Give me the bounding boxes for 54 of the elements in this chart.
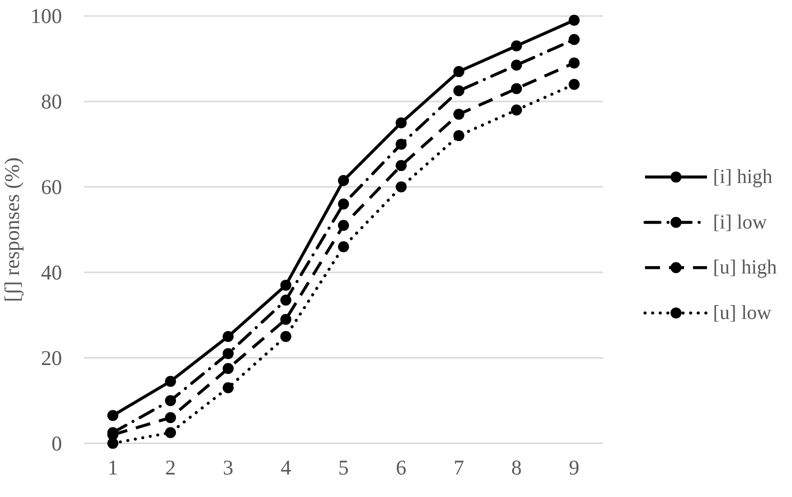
point: [222, 382, 234, 394]
point: [165, 376, 176, 387]
legend-label: [i] low: [713, 211, 768, 234]
point: [107, 410, 118, 422]
point: [453, 108, 464, 120]
x-tick-label: 9: [568, 455, 580, 480]
point: [453, 130, 464, 142]
point: [568, 58, 580, 69]
y-tick-label: 60: [41, 174, 62, 199]
x-tick-label: 7: [454, 455, 464, 480]
x-tick-label: 8: [511, 455, 522, 480]
point: [338, 220, 349, 231]
y-tick-label: 80: [41, 89, 62, 114]
legend-label: [u] low: [713, 302, 772, 324]
point: [568, 78, 580, 90]
point: [280, 280, 292, 291]
point: [511, 60, 522, 71]
x-tick-label: 1: [108, 455, 118, 480]
x-tick-label: 2: [165, 455, 176, 480]
legend-label: [u] high: [713, 256, 777, 279]
point: [222, 348, 234, 360]
point: [511, 40, 522, 52]
point: [165, 395, 176, 406]
y-tick-label: 20: [41, 346, 62, 370]
point: [165, 412, 176, 424]
point: [511, 104, 522, 116]
y-tick-label: 100: [30, 4, 62, 28]
x-tick-label: 4: [280, 455, 292, 480]
point: [280, 294, 292, 306]
point: [107, 438, 118, 449]
point: [338, 241, 349, 252]
point: [222, 330, 234, 342]
point: [338, 198, 349, 210]
x-tick-label: 6: [396, 455, 406, 480]
point: [280, 330, 292, 342]
point: [453, 85, 464, 96]
point: [453, 66, 464, 78]
y-tick-label: 40: [41, 260, 62, 284]
point: [568, 14, 580, 26]
point: [165, 427, 176, 438]
point: [396, 117, 407, 128]
legend-label: [i] high: [713, 166, 772, 188]
point: [222, 363, 234, 374]
point: [280, 314, 292, 325]
point: [396, 138, 407, 150]
point: [511, 83, 522, 94]
y-tick-label: 0: [52, 431, 62, 456]
y-axis-title: [ʃ] responses (%): [0, 157, 24, 302]
point: [338, 175, 349, 186]
x-tick-label: 5: [338, 455, 349, 480]
x-tick-label: 3: [222, 455, 234, 480]
point: [396, 160, 407, 172]
point: [396, 181, 407, 192]
point: [568, 34, 580, 45]
